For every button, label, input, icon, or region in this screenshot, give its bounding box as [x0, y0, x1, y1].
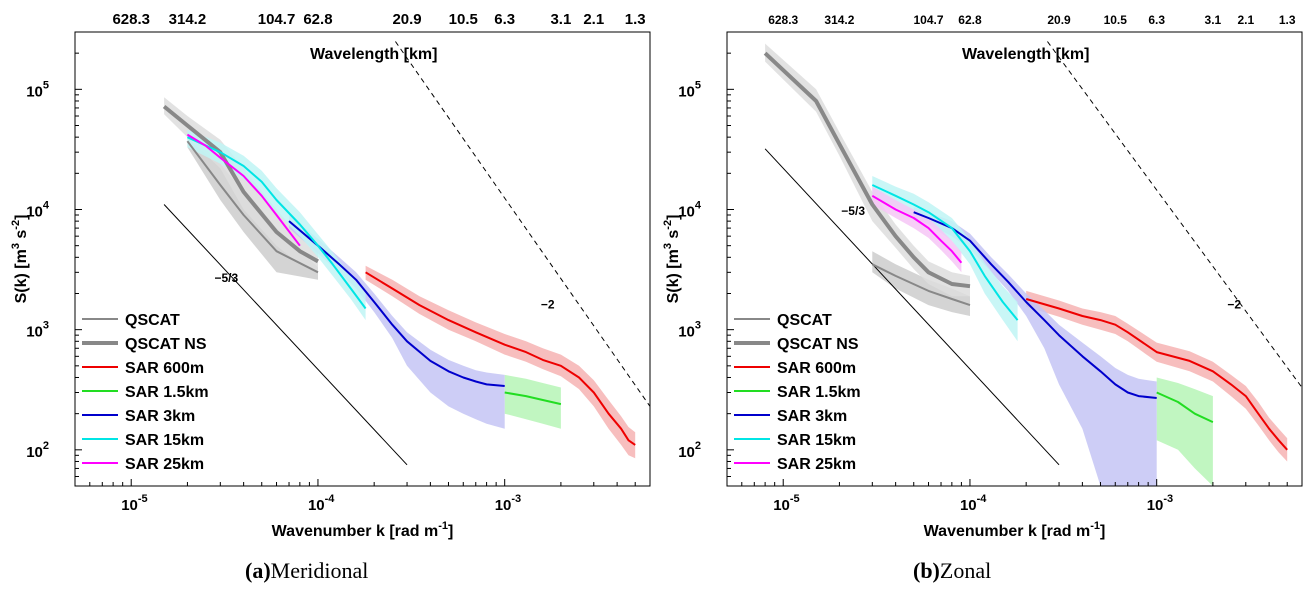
x-tick-label: 10-3 — [495, 493, 521, 514]
y-tick-label: 102 — [678, 440, 701, 461]
slope-minus-2-label: −2 — [541, 298, 555, 312]
top-tick-label: 6.3 — [1148, 13, 1165, 27]
top-tick-label: 3.1 — [1205, 13, 1222, 27]
legend-label-sar-3km: SAR 3km — [777, 408, 847, 425]
slope-minus-5-3-label: −5/3 — [214, 271, 238, 285]
legend-label-qscat: QSCAT — [777, 312, 832, 329]
caption-a-label: (a) — [245, 558, 271, 583]
band-sar-1-5km — [504, 374, 561, 429]
top-tick-label: 2.1 — [583, 11, 604, 28]
y-tick-label: 102 — [26, 440, 49, 461]
slope-minus-5-3-line — [163, 204, 408, 466]
x-tick-label: 10-5 — [773, 493, 799, 514]
legend-label-sar-1-5km: SAR 1.5km — [777, 384, 861, 401]
top-axis-label: Wavelength [km] — [310, 46, 437, 63]
top-tick-label: 104.7 — [914, 13, 944, 27]
panel-a-chart: 10-5 10-4 10-3 102 103 104 105 628.3 314.2 104.7 6… — [10, 11, 651, 540]
y-tick-label: 103 — [26, 320, 49, 341]
caption-b: (b)Zonal — [913, 558, 991, 584]
caption-a: (a)Meridional — [245, 558, 368, 584]
legend-label-qscat-ns: QSCAT NS — [777, 336, 859, 353]
series-line-sar-600m — [365, 271, 636, 446]
axes-frame — [726, 31, 1303, 487]
top-tick-label: 62.8 — [303, 11, 332, 28]
series-line-sar-3km — [288, 220, 505, 387]
top-tick-label: 2.1 — [1237, 13, 1254, 27]
top-tick-label: 3.1 — [550, 11, 571, 28]
x-tick-label: 10-5 — [121, 493, 147, 514]
series-line-qscat-ns — [162, 104, 319, 264]
y-axis-label: S(k) [m3 s-2] — [10, 215, 30, 304]
series-line-qscat — [871, 263, 971, 307]
legend-label-sar-15km: SAR 15km — [125, 432, 204, 449]
legend-label-sar-15km: SAR 15km — [777, 432, 856, 449]
band-qscat-ns — [765, 43, 970, 297]
band-sar-600m — [365, 265, 636, 459]
top-tick-label: 104.7 — [258, 11, 296, 28]
x-tick-label: 10-4 — [308, 493, 335, 514]
legend-label-sar-600m: SAR 600m — [777, 360, 856, 377]
top-axis-label: Wavelength [km] — [962, 46, 1089, 63]
series-line-qscat-ns — [763, 51, 971, 289]
slope-minus-2-line — [395, 41, 650, 407]
slope-minus-2-line — [1047, 41, 1302, 388]
legend: QSCAT QSCAT NS SAR 600m SAR 1.5km SAR 3km SAR… — [82, 312, 209, 473]
series-line-sar-3km — [913, 211, 1157, 399]
y-tick-label: 105 — [26, 79, 49, 100]
top-tick-label: 628.3 — [112, 11, 150, 28]
top-tick-label: 1.3 — [625, 11, 646, 28]
caption-b-text: Zonal — [939, 558, 992, 583]
axes-frame — [74, 31, 651, 487]
band-qscat — [872, 251, 970, 316]
series-line-sar-600m — [1025, 298, 1288, 451]
series-line-sar-15km — [871, 184, 1019, 321]
legend-label-sar-25km: SAR 25km — [777, 456, 856, 473]
top-tick-label: 20.9 — [1047, 13, 1071, 27]
series-line-sar-1-5km — [1156, 391, 1214, 424]
x-axis-label: Wavenumber k [rad m-1] — [924, 520, 1106, 540]
top-tick-label: 62.8 — [958, 13, 982, 27]
band-sar-600m — [1026, 290, 1288, 462]
series-line-sar-15km — [186, 136, 367, 310]
y-tick-label: 104 — [678, 199, 702, 220]
x-tick-label: 10-3 — [1147, 493, 1173, 514]
plot-area — [763, 41, 1302, 486]
series-line-qscat — [186, 140, 319, 274]
x-axis-label: Wavenumber k [rad m-1] — [272, 520, 454, 540]
top-tick-label: 1.3 — [1279, 13, 1296, 27]
top-tick-label: 314.2 — [824, 13, 854, 27]
series-line-sar-25km — [186, 133, 301, 247]
top-tick-label: 10.5 — [449, 11, 478, 28]
slope-minus-5-3-label: −5/3 — [841, 204, 865, 218]
y-tick-label: 104 — [26, 199, 50, 220]
y-axis-label: S(k) [m3 s-2] — [662, 215, 682, 304]
slope-minus-2-label: −2 — [1227, 298, 1241, 312]
legend-label-sar-25km: SAR 25km — [125, 456, 204, 473]
legend-label-sar-1-5km: SAR 1.5km — [125, 384, 209, 401]
caption-a-text: Meridional — [270, 558, 369, 583]
legend-label-qscat: QSCAT — [125, 312, 180, 329]
top-tick-label: 6.3 — [494, 11, 515, 28]
band-sar-15km — [187, 129, 366, 321]
legend-label-sar-600m: SAR 600m — [125, 360, 204, 377]
series-line-sar-1-5km — [504, 391, 562, 406]
band-sar-3km — [913, 207, 1157, 486]
band-sar-1-5km — [1156, 377, 1213, 486]
x-tick-label: 10-4 — [960, 493, 987, 514]
legend-label-sar-3km: SAR 3km — [125, 408, 195, 425]
plot-area — [162, 41, 650, 466]
panel-b-chart: 10-5 10-4 10-3 102 103 104 105 628.3 314.2 104.7 6… — [662, 13, 1303, 540]
legend: QSCAT QSCAT NS SAR 600m SAR 1.5km SAR 3km SAR… — [734, 312, 861, 473]
top-tick-label: 314.2 — [169, 11, 207, 28]
caption-b-label: (b) — [913, 558, 940, 583]
top-tick-label: 10.5 — [1104, 13, 1128, 27]
top-tick-label: 628.3 — [768, 13, 798, 27]
legend-label-qscat-ns: QSCAT NS — [125, 336, 207, 353]
slope-minus-5-3-line — [764, 148, 1060, 466]
y-tick-label: 103 — [678, 320, 701, 341]
series-line-sar-25km — [871, 194, 963, 264]
top-tick-label: 20.9 — [392, 11, 421, 28]
y-tick-label: 105 — [678, 79, 701, 100]
